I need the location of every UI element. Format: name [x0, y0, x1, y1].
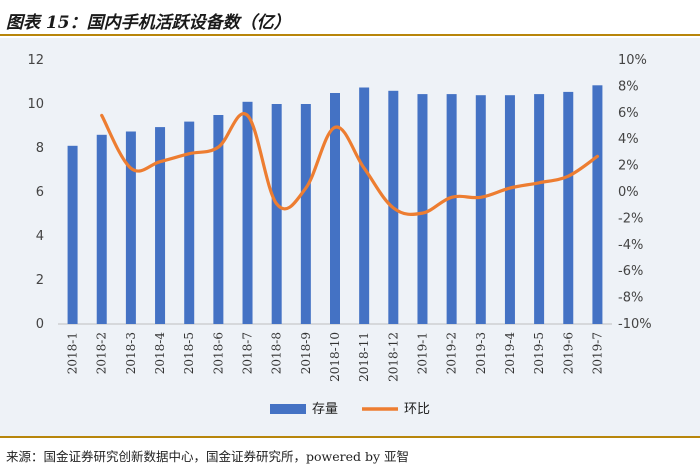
y-left-tick-label: 8 [36, 141, 44, 156]
bar-line-chart: 0 2 4 6 8 10 12 -10% -8% -6% -4% -2% 0% 2% 4% 6% 8% 10% 20… [27, 53, 652, 417]
bar-2019-7 [592, 85, 603, 324]
bar-2018-4 [155, 127, 166, 324]
y-left-tick-label: 6 [36, 185, 44, 200]
bar-2018-10 [330, 93, 340, 324]
x-tick-label: 2019-1 [415, 332, 429, 374]
source-bar: 来源：国金证券研究创新数据中心，国金证券研究所，powered by 亚智 [0, 436, 700, 469]
bar-2019-6 [563, 91, 574, 325]
legend-label-bar: 存量 [312, 402, 338, 417]
y-right-tick-label: 0% [618, 185, 639, 200]
bar-2018-1 [67, 145, 78, 324]
x-tick-label: 2019-2 [445, 332, 459, 374]
x-tick-label: 2019-3 [474, 332, 488, 374]
bar-2018-8 [271, 104, 282, 324]
y-right-tick-label: -6% [618, 264, 643, 279]
title-bar: 图表 15：国内手机活跃设备数（亿） [0, 0, 700, 36]
x-tick-label: 2018-8 [270, 332, 284, 374]
line-series-huanbi [100, 111, 600, 217]
x-tick-label: 2018-12 [386, 332, 400, 382]
chart-area: 0 2 4 6 8 10 12 -10% -8% -6% -4% -2% 0% 2% 4% 6% 8% 10% 20… [0, 38, 700, 436]
x-tick-label: 2019-6 [561, 332, 575, 374]
x-tick-label: 2018-5 [182, 332, 196, 374]
source-note: 来源：国金证券研究创新数据中心，国金证券研究所，powered by 亚智 [6, 449, 410, 464]
bar-2018-2 [96, 134, 107, 324]
x-tick-label: 2019-7 [590, 332, 604, 374]
bar-2018-5 [184, 121, 195, 324]
x-tick-label: 2018-9 [299, 332, 313, 374]
bar-2018-7 [242, 101, 253, 324]
x-tick-label: 2018-2 [95, 332, 109, 374]
x-tick-label: 2018-4 [153, 332, 167, 375]
y-right-tick-label: -2% [618, 211, 643, 226]
x-tick-label: 2018-1 [66, 332, 80, 374]
y-right-tick-label: 4% [618, 132, 639, 147]
bar-2019-1 [417, 94, 428, 324]
bar-2019-5 [534, 94, 545, 324]
x-tick-label: 2019-4 [503, 332, 517, 375]
y-right-tick-label: -4% [618, 238, 643, 253]
y-right-tick-label: 8% [618, 79, 639, 94]
bar-2018-9 [300, 104, 311, 324]
bar-2019-2 [446, 94, 457, 324]
legend-swatch-bar [270, 404, 306, 414]
y-right-tick-label: 10% [618, 53, 647, 68]
y-right-tick-label: 6% [618, 106, 639, 121]
x-tick-label: 2018-6 [211, 332, 225, 374]
x-tick-label: 2018-3 [124, 332, 138, 374]
chart-title: 图表 15：国内手机活跃设备数（亿） [6, 13, 291, 33]
y-left-tick-label: 10 [27, 97, 44, 112]
bar-2019-4 [504, 95, 515, 324]
x-tick-label: 2018-11 [357, 332, 371, 382]
y-right-tick-label: -8% [618, 291, 643, 306]
x-tick-label: 2018-10 [328, 332, 342, 382]
y-left-tick-label: 12 [27, 53, 44, 68]
y-right-tick-label: 2% [618, 159, 639, 174]
legend-label-line: 环比 [404, 402, 430, 417]
x-tick-label: 2018-7 [241, 332, 255, 374]
y-left-tick-label: 0 [36, 317, 44, 332]
bar-2019-3 [475, 95, 486, 324]
bar-2018-6 [213, 115, 224, 324]
x-tick-label: 2019-5 [532, 332, 546, 374]
bar-2018-3 [125, 131, 136, 324]
y-left-tick-label: 2 [36, 273, 44, 288]
y-right-tick-label: -10% [618, 317, 652, 332]
bar-2018-11 [359, 87, 370, 324]
y-left-tick-label: 4 [36, 229, 44, 244]
